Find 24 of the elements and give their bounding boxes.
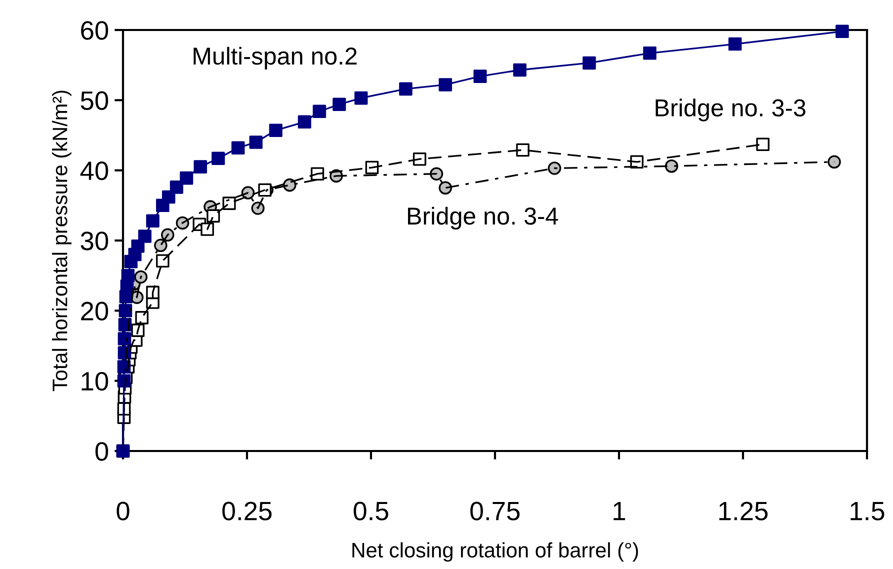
x-axis-title: Net closing rotation of barrel (°) [352, 542, 638, 562]
y-tick-label: 40 [80, 161, 108, 180]
x-tick-label: 0.5 [354, 502, 388, 520]
x-tick-label: 1.5 [850, 502, 884, 520]
y-axis-title: Total horizontal pressure (kN/m²) [52, 90, 72, 392]
point [836, 24, 849, 38]
point [473, 70, 487, 83]
point [269, 124, 282, 137]
y-tick-label: 10 [82, 372, 108, 391]
series-label: Bridge no. 3-4 [408, 206, 558, 230]
point [332, 98, 346, 112]
y-tick-label: 30 [80, 232, 108, 250]
y-tick-label: 50 [80, 91, 108, 110]
x-tick-label: 0 [116, 502, 130, 520]
y-tick-label: 0 [95, 442, 108, 461]
y-tick-label: 20 [81, 302, 108, 320]
x-tick-label: 0.25 [222, 502, 272, 520]
y-tick-label: 60 [81, 21, 108, 40]
point [643, 46, 656, 60]
series-label: Bridge no. 3-3 [656, 98, 806, 122]
x-tick-label: 0.75 [470, 502, 520, 520]
x-tick-label: 1.25 [719, 502, 768, 520]
series-label: Multi-span no.2 [194, 46, 357, 70]
x-tick-label: 1 [614, 502, 626, 520]
